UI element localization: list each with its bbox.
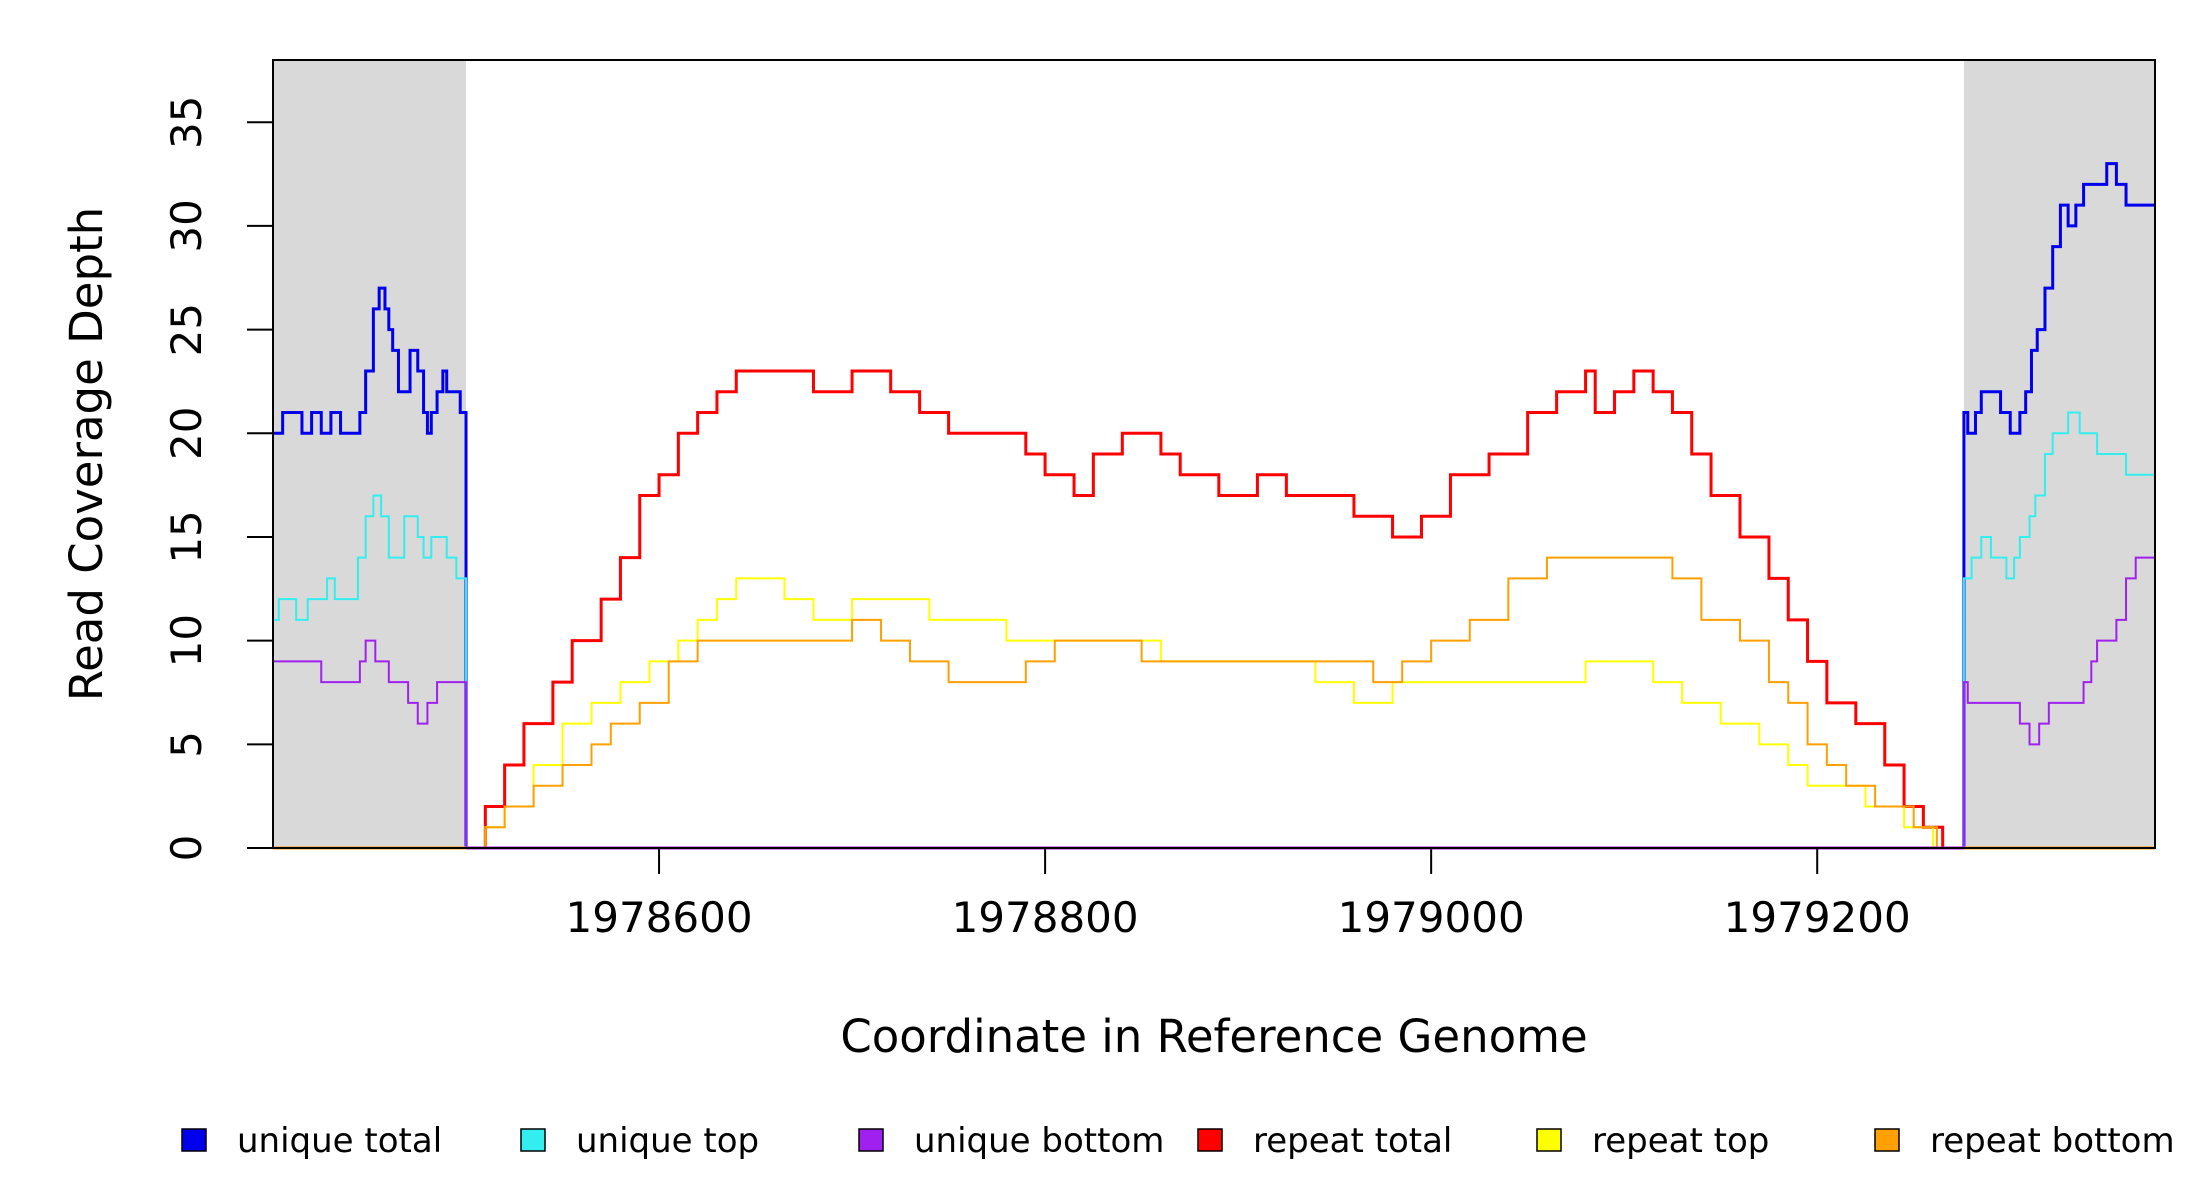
x-tick-label: 1978600 <box>566 893 753 942</box>
flank-regions <box>273 60 2155 848</box>
x-tick-label: 1978800 <box>952 893 1139 942</box>
x-tick-label: 1979000 <box>1338 893 1525 942</box>
legend-swatch <box>1536 1128 1562 1152</box>
x-axis-title: Coordinate in Reference Genome <box>840 1010 1587 1063</box>
legend-swatch <box>858 1128 884 1152</box>
plot-frame <box>272 59 2156 849</box>
y-tick-label: 35 <box>162 95 211 148</box>
legend-label: repeat bottom <box>1930 1121 2175 1161</box>
y-tick-label: 25 <box>162 303 211 356</box>
series-line-repeat-top <box>466 577 1964 849</box>
series-line-unique-total <box>273 162 2155 850</box>
y-tick-label: 10 <box>162 614 211 667</box>
legend-label: unique total <box>237 1121 442 1161</box>
series-line-unique-top <box>273 411 2156 849</box>
y-tick-label: 30 <box>162 199 211 252</box>
flank-region-1 <box>273 60 467 848</box>
legend-swatch <box>1197 1128 1223 1152</box>
y-axis-title: Read Coverage Depth <box>60 207 113 701</box>
legend-label: repeat total <box>1253 1121 1452 1161</box>
y-axis: 0 5 10 15 20 25 30 35 <box>162 95 273 861</box>
legend-swatch <box>181 1128 207 1152</box>
y-tick-label: 0 <box>162 835 211 862</box>
series-line-repeat-bottom <box>466 556 1964 849</box>
y-tick-label: 20 <box>162 407 211 460</box>
legend-swatch <box>1874 1128 1900 1152</box>
legend-label: unique bottom <box>914 1121 1164 1161</box>
x-tick-label: 1979200 <box>1724 893 1911 942</box>
legend-swatch <box>520 1128 546 1152</box>
series-line-unique-bottom <box>273 556 2155 849</box>
legend: unique total unique top unique bottom repea… <box>181 1121 2175 1161</box>
series-line-repeat-total <box>466 369 1964 850</box>
y-tick-label: 5 <box>162 731 211 758</box>
legend-label: unique top <box>576 1121 759 1161</box>
series-lines <box>273 162 2156 850</box>
x-axis: 1978600 1978800 1979000 1979200 <box>566 848 1911 942</box>
legend-label: repeat top <box>1592 1121 1769 1161</box>
y-tick-label: 15 <box>162 510 211 563</box>
